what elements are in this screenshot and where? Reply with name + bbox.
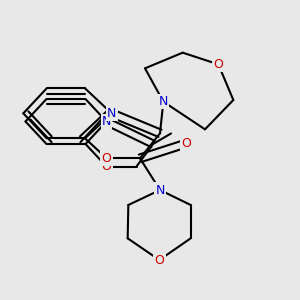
Text: N: N — [159, 95, 168, 108]
Text: O: O — [182, 137, 192, 150]
Text: O: O — [154, 254, 164, 266]
Text: O: O — [102, 160, 111, 173]
Text: N: N — [155, 184, 165, 196]
Text: N: N — [107, 107, 116, 120]
Text: N: N — [102, 115, 111, 128]
Text: O: O — [102, 152, 112, 165]
Text: O: O — [213, 58, 223, 71]
